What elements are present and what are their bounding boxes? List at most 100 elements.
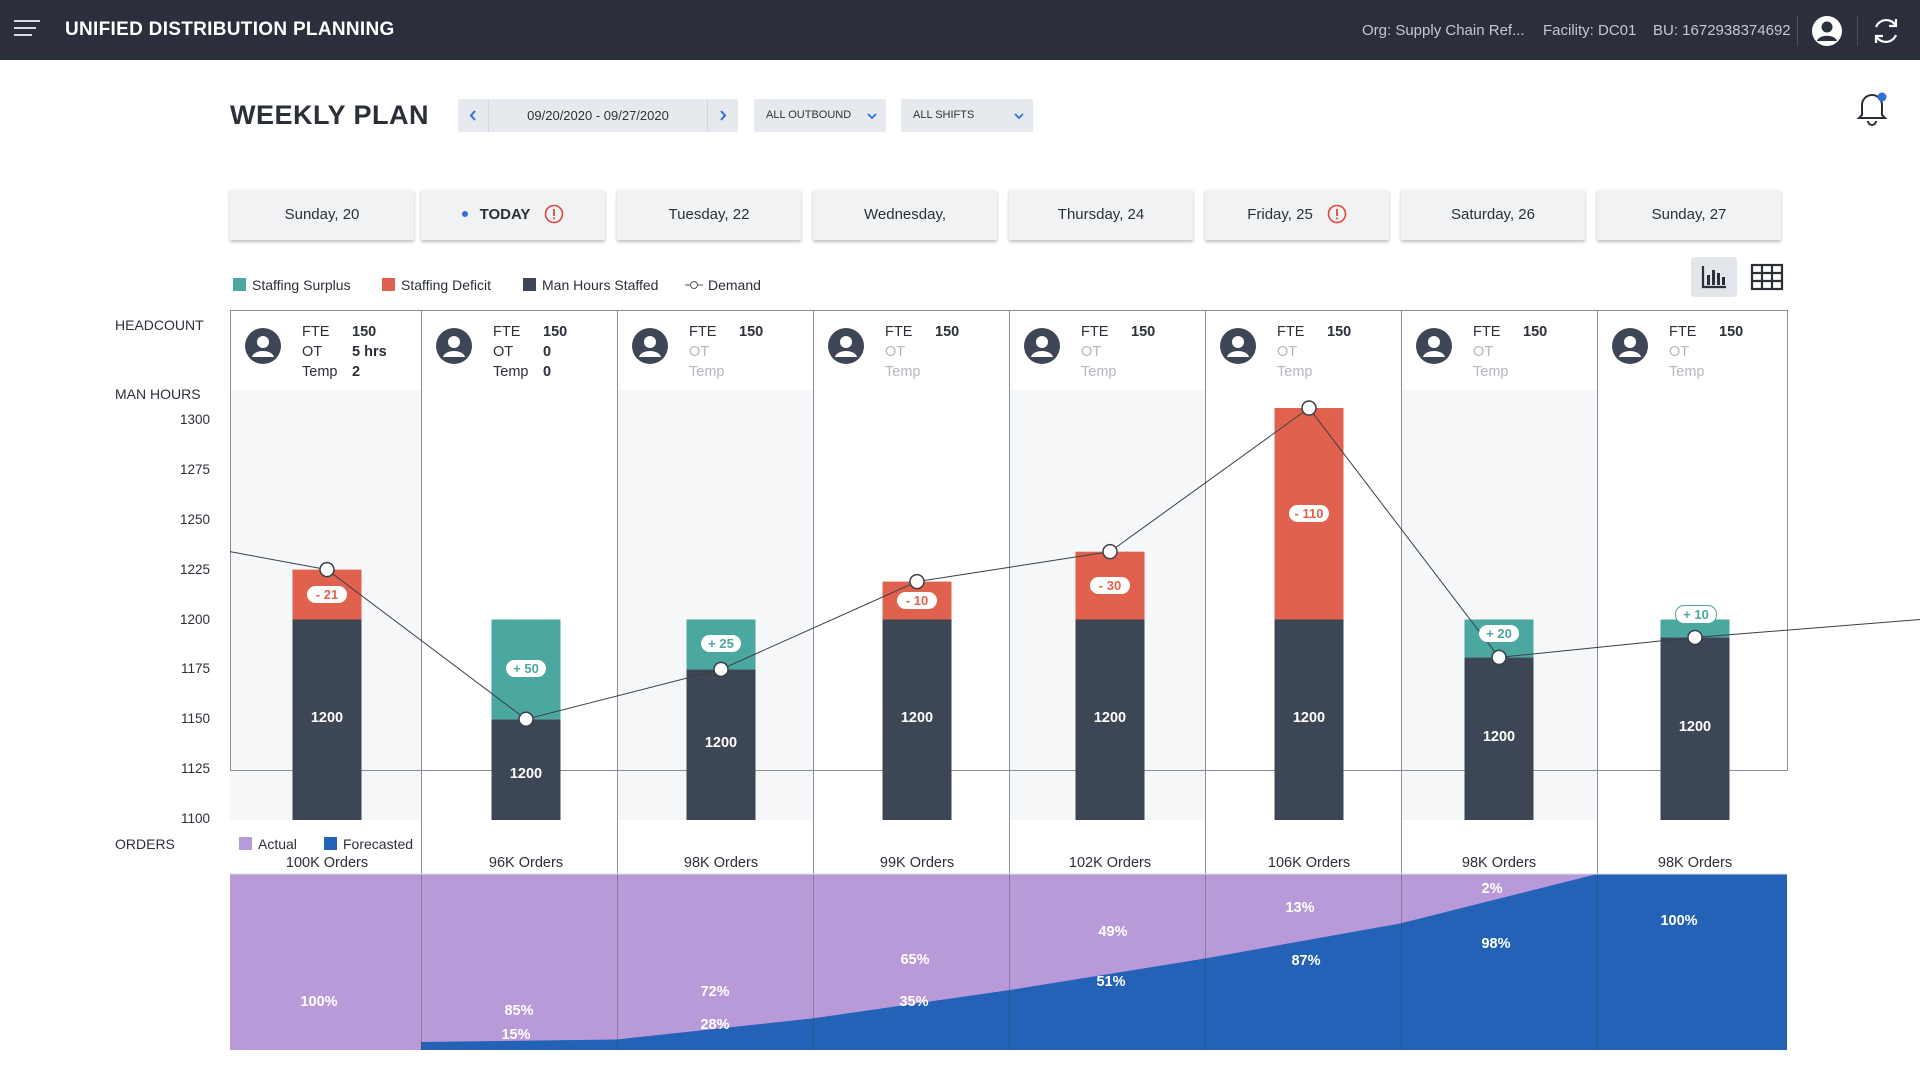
ot-key: OT: [1277, 344, 1298, 360]
fte-row: FTE 150: [1081, 324, 1155, 340]
deficit-value-pill: - 21: [307, 585, 347, 603]
headcount-cell[interactable]: FTE 150 OT 0 Temp 0: [421, 312, 617, 390]
bar-chart-view-button[interactable]: [1691, 257, 1737, 297]
orders-count-label: 106K Orders: [1267, 855, 1351, 871]
day-tab-label: Sunday, 20: [284, 206, 360, 223]
headcount-cell[interactable]: FTE 150 OT Temp: [617, 312, 813, 390]
headcount-cell[interactable]: FTE 150 OT Temp: [1009, 312, 1205, 390]
legend-demand: Demand: [685, 277, 761, 293]
table-view-button[interactable]: [1744, 257, 1790, 297]
divider: [1797, 16, 1798, 46]
alert-icon[interactable]: [544, 204, 564, 224]
alert-icon[interactable]: [1327, 204, 1347, 224]
date-range-value[interactable]: 09/20/2020 - 09/27/2020: [527, 108, 669, 123]
person-avatar-icon: [828, 328, 864, 364]
fte-row: FTE 150: [302, 324, 376, 340]
fte-key: FTE: [1669, 324, 1697, 340]
headcount-cell[interactable]: FTE 150 OT Temp: [1401, 312, 1597, 390]
org-info[interactable]: Org: Supply Chain Ref...: [1362, 22, 1525, 39]
y-tick-label: 1225: [179, 561, 210, 577]
legend-deficit-label: Staffing Deficit: [401, 277, 492, 293]
ot-key: OT: [689, 344, 710, 360]
staffed-bar: [1464, 657, 1534, 820]
demand-line-icon: [685, 280, 703, 289]
fte-row: FTE 150: [493, 324, 567, 340]
temp-key: Temp: [1081, 364, 1117, 380]
demand-point: [713, 661, 729, 678]
ot-key: OT: [1081, 344, 1102, 360]
fte-row: FTE 150: [1473, 324, 1547, 340]
legend-staffed-label: Man Hours Staffed: [542, 277, 659, 293]
demand-point: [1687, 629, 1703, 646]
day-tab-label: Sunday, 27: [1651, 206, 1727, 223]
outbound-select[interactable]: ALL OUTBOUND: [754, 99, 886, 132]
day-tab-label: Wednesday,: [864, 206, 946, 223]
person-avatar-icon: [245, 328, 281, 364]
y-tick-label: 1100: [180, 811, 210, 826]
temp-row: Temp: [1277, 364, 1327, 380]
person-avatar-icon: [436, 328, 472, 364]
notifications-bell-icon[interactable]: [1854, 88, 1890, 126]
refresh-icon[interactable]: [1869, 14, 1903, 48]
fte-row: FTE 150: [885, 324, 959, 340]
ot-key: OT: [493, 344, 514, 360]
deficit-value-pill: - 110: [1289, 504, 1329, 522]
person-avatar-icon: [1612, 328, 1648, 364]
fte-key: FTE: [689, 324, 717, 340]
bar-chart-icon: [1701, 266, 1726, 289]
demand-point: [909, 573, 925, 590]
temp-key: Temp: [302, 364, 338, 380]
grid-table-icon: [1750, 263, 1784, 291]
previous-week-button[interactable]: [458, 99, 489, 132]
day-tab[interactable]: Sunday, 20: [230, 190, 414, 240]
bu-info[interactable]: BU: 1672938374692: [1653, 22, 1791, 39]
staffed-value-label: 1200: [1292, 710, 1326, 727]
staffed-value-label: 1200: [704, 735, 738, 752]
hamburger-menu-icon[interactable]: [14, 20, 40, 40]
day-tab[interactable]: Sunday, 27: [1597, 190, 1781, 240]
actual-percent-label: 49%: [1098, 924, 1128, 940]
fte-key: FTE: [302, 324, 330, 340]
surplus-value-pill: + 50: [506, 660, 546, 678]
ot-row: OT: [1473, 344, 1523, 360]
staffed-value-label: 1200: [310, 710, 344, 727]
y-tick-label: 1300: [179, 412, 210, 427]
temp-key: Temp: [689, 364, 725, 380]
legend-forecasted: Forecasted: [324, 836, 413, 852]
headcount-cell[interactable]: FTE 150 OT Temp: [1597, 312, 1793, 390]
headcount-cell[interactable]: FTE 150 OT 5 hrs Temp 2: [230, 312, 426, 390]
headcount-cell[interactable]: FTE 150 OT Temp: [813, 312, 1009, 390]
day-tab[interactable]: Saturday, 26: [1401, 190, 1585, 240]
day-tab[interactable]: Friday, 25: [1205, 190, 1389, 240]
y-tick-label: 1125: [180, 761, 210, 777]
shifts-select-value: ALL SHIFTS: [913, 109, 975, 121]
temp-value: 0: [543, 364, 552, 380]
day-tab[interactable]: Thursday, 24: [1009, 190, 1193, 240]
legend-surplus-label: Staffing Surplus: [252, 277, 351, 293]
day-tab-label: Saturday, 26: [1451, 206, 1535, 223]
demand-point: [1491, 649, 1507, 666]
shifts-select[interactable]: ALL SHIFTS: [901, 99, 1033, 132]
ot-row: OT: [1669, 344, 1719, 360]
next-week-button[interactable]: [707, 99, 738, 132]
temp-key: Temp: [1277, 364, 1313, 380]
headcount-cell[interactable]: FTE 150 OT Temp: [1205, 312, 1401, 390]
ot-row: OT: [1081, 344, 1131, 360]
day-tab[interactable]: Tuesday, 22: [617, 190, 801, 240]
fte-value: 150: [1719, 324, 1744, 340]
ot-key: OT: [302, 344, 323, 360]
fte-value: 150: [935, 324, 960, 340]
user-account-icon[interactable]: [1810, 14, 1844, 48]
staffed-value-label: 1200: [1678, 719, 1712, 736]
ot-value: 5 hrs: [352, 344, 387, 360]
orders-count-label: 98K Orders: [1461, 855, 1537, 871]
day-tab[interactable]: TODAY: [421, 190, 605, 240]
chevron-down-icon: [1014, 113, 1024, 120]
app-title: UNIFIED DISTRIBUTION PLANNING: [65, 19, 395, 40]
facility-info[interactable]: Facility: DC01: [1543, 22, 1637, 39]
fte-key: FTE: [885, 324, 913, 340]
fte-value: 150: [1131, 324, 1156, 340]
staffed-value-label: 1200: [1482, 729, 1516, 746]
ot-key: OT: [1473, 344, 1494, 360]
day-tab[interactable]: Wednesday,: [813, 190, 997, 240]
